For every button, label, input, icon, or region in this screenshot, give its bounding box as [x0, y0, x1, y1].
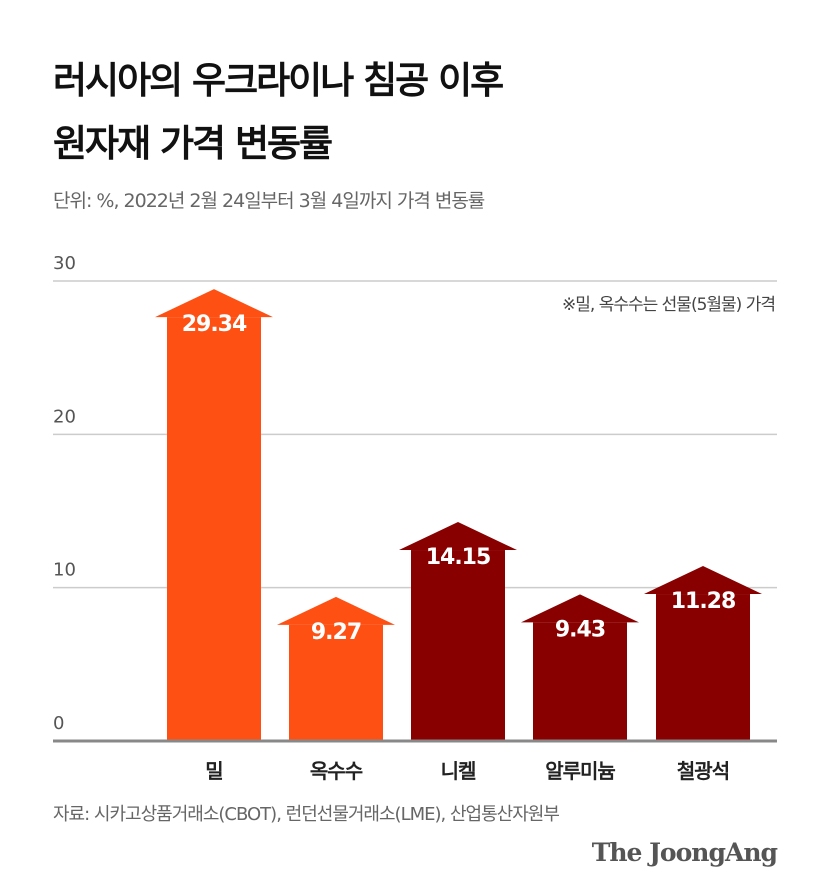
bar-5: [656, 594, 750, 740]
bar-arrowhead-5: [644, 566, 762, 595]
x-category-label: 밀: [205, 759, 222, 783]
data-label: 29.34: [182, 312, 247, 337]
data-label: 9.27: [311, 620, 361, 645]
y-tick-label: 0: [53, 713, 64, 734]
source-text: 자료: 시카고상품거래소(CBOT), 런던선물거래소(LME), 산업통산자원…: [53, 804, 560, 825]
data-label: 11.28: [671, 589, 736, 614]
chart-note: ※밀, 옥수수는 선물(5월물) 가격: [562, 295, 776, 315]
data-label: 9.43: [555, 617, 605, 642]
chart-title-line2: 원자재 가격 변동률: [53, 122, 333, 165]
x-category-label: 옥수수: [310, 759, 363, 783]
bar-4: [533, 622, 627, 740]
chart-subtitle: 단위: %, 2022년 2월 24일부터 3월 4일까지 가격 변동률: [53, 190, 485, 212]
bar-arrowhead-1: [155, 289, 273, 318]
bar-arrowhead-3: [399, 522, 517, 551]
bar-arrowhead-4: [521, 594, 639, 623]
x-category-label: 니켈: [441, 759, 476, 783]
bar-1: [167, 317, 261, 740]
bar-arrowhead-2: [277, 596, 395, 625]
y-tick-label: 20: [53, 406, 76, 427]
bar-3: [411, 550, 505, 740]
bar-2: [289, 624, 383, 740]
y-tick-label: 30: [53, 253, 76, 274]
x-category-label: 알루미늄: [545, 759, 615, 783]
chart-title-line1: 러시아의 우크라이나 침공 이후: [53, 59, 504, 102]
data-label: 14.15: [426, 545, 491, 570]
publisher-logo: The JoongAng: [591, 838, 778, 867]
x-category-label: 철광석: [677, 759, 729, 783]
y-tick-label: 10: [53, 560, 76, 581]
